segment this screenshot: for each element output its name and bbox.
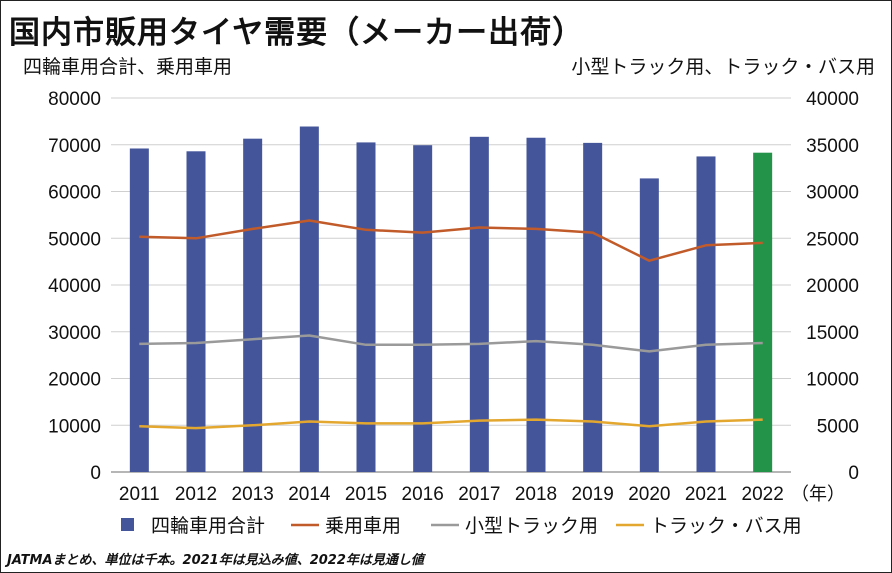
right-tick-label: 40000 — [806, 89, 859, 110]
x-tick-label: 2018 — [515, 484, 557, 505]
legend-label-小型トラック用: 小型トラック用 — [465, 515, 598, 537]
x-tick-label: 2017 — [458, 484, 500, 505]
bar-2020 — [639, 178, 659, 472]
right-axis-title: 小型トラック用、トラック・バス用 — [571, 56, 875, 78]
line-乗用車用 — [139, 219, 763, 262]
x-tick-label: 2021 — [685, 484, 727, 505]
bar-2014 — [299, 126, 319, 472]
legend-label-乗用車用: 乗用車用 — [325, 515, 401, 537]
left-tick-label: 10000 — [48, 416, 101, 437]
right-tick-label: 30000 — [806, 183, 859, 204]
x-tick-label: 2015 — [345, 484, 387, 505]
bar-2018 — [526, 137, 546, 473]
left-tick-label: 30000 — [48, 323, 101, 344]
right-tick-label: 20000 — [806, 276, 859, 297]
bar-2019 — [583, 142, 603, 472]
x-tick-label: 2014 — [288, 484, 331, 505]
x-tick-label: 2022 — [742, 484, 784, 505]
x-tick-label: 2011 — [119, 484, 160, 505]
source-note: JATMAまとめ、単位は千本。2021年は見込み値、2022年は見通し値 — [7, 553, 424, 568]
left-tick-label: 80000 — [48, 89, 101, 110]
right-tick-label: 25000 — [806, 229, 859, 250]
right-tick-label: 15000 — [806, 323, 859, 344]
right-tick-label: 5000 — [817, 416, 859, 437]
legend-label-四輪車用合計: 四輪車用合計 — [151, 515, 265, 537]
left-tick-label: 60000 — [48, 183, 101, 204]
bar-2011 — [129, 148, 149, 473]
left-tick-label: 40000 — [48, 276, 101, 297]
chart-title: 国内市販用タイヤ需要（メーカー出荷） — [9, 15, 585, 51]
legend-label-トラック・バス用: トラック・バス用 — [650, 515, 802, 537]
right-tick-label: 0 — [848, 463, 859, 484]
line-小型トラック用 — [139, 334, 763, 353]
x-tick-label: 2012 — [175, 484, 217, 505]
x-tick-label: 2020 — [628, 484, 670, 505]
bar-2012 — [186, 151, 206, 473]
line-トラック・バス用 — [139, 418, 763, 430]
bar-2021 — [696, 156, 716, 472]
right-tick-label: 10000 — [806, 370, 859, 391]
left-tick-label: 20000 — [48, 370, 101, 391]
bar-2022 — [753, 152, 773, 472]
bar-2016 — [413, 145, 433, 472]
x-tick-label: 2013 — [232, 484, 274, 505]
left-axis-title: 四輪車用合計、乗用車用 — [23, 56, 233, 78]
bar-2017 — [469, 136, 489, 473]
bar-2013 — [243, 138, 263, 473]
left-tick-label: 70000 — [48, 136, 101, 157]
legend-swatch-四輪車用合計 — [121, 518, 134, 531]
x-tick-label: 2016 — [402, 484, 444, 505]
left-tick-label: 50000 — [48, 229, 101, 250]
bar-2015 — [356, 142, 376, 472]
x-unit-label: （年） — [791, 484, 845, 504]
x-tick-label: 2019 — [572, 484, 614, 505]
right-tick-label: 35000 — [806, 136, 859, 157]
left-tick-label: 0 — [90, 463, 101, 484]
